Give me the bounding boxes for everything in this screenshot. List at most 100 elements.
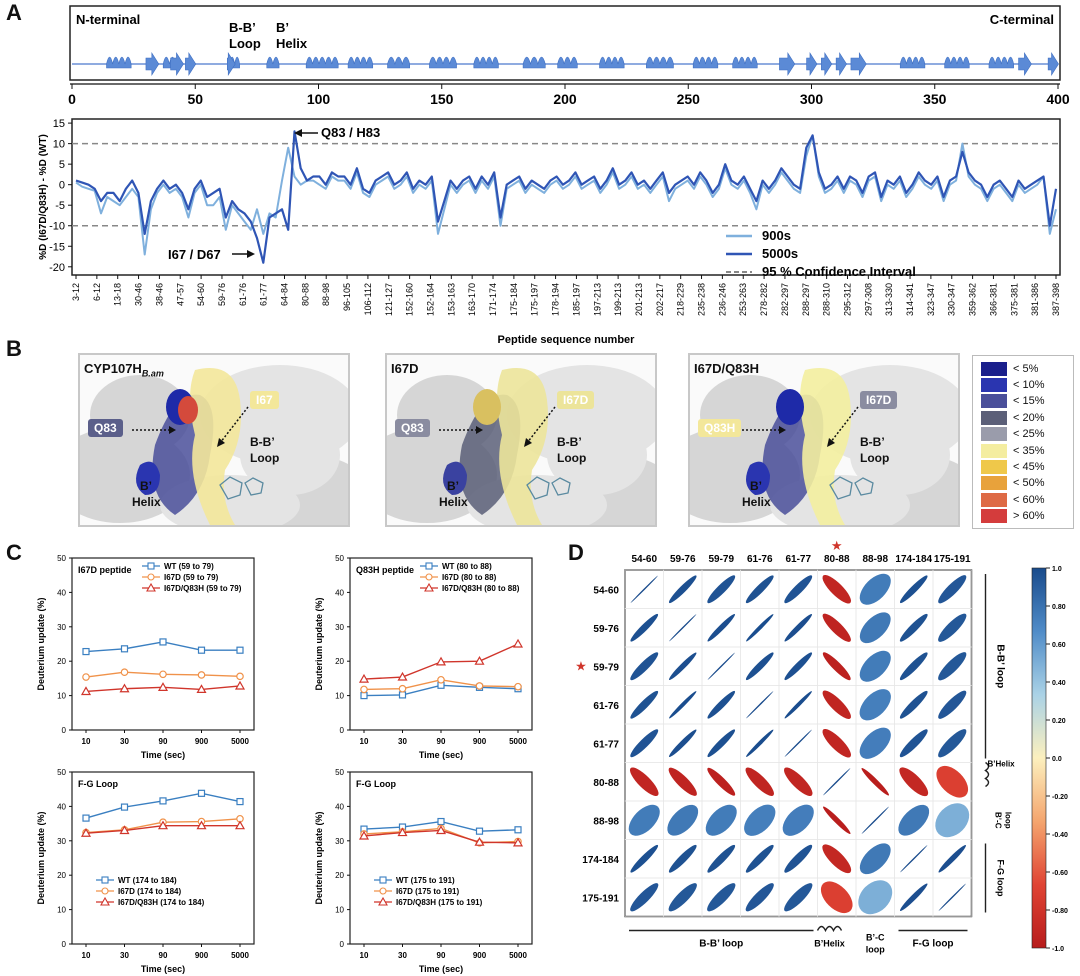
legend-row: < 25%: [981, 427, 1045, 442]
ylabel: Deuterium update (%): [36, 597, 46, 690]
loop-tip-surface: [776, 389, 804, 425]
xtick-label: 900: [195, 951, 209, 960]
helix-11: [599, 56, 625, 69]
point-triangle: [196, 820, 207, 830]
diff-xtick-label: 199-213: [613, 283, 623, 316]
surface-lobe: [547, 415, 647, 495]
diff-xtick-label: 366-381: [988, 283, 998, 316]
corr-ellipse: [629, 767, 659, 797]
n-terminal-label: N-terminal: [76, 12, 140, 27]
bb-loop-label-line2: Loop: [229, 36, 261, 51]
loop-label-1: Loop: [250, 451, 280, 465]
corr-ellipse: [938, 652, 967, 681]
region-bb-loop-right: B-B’ loop: [995, 644, 1006, 688]
chart-c4: 0 10 20 30 40 50 10 30 90 900 5000 Time (sec) Deuter…: [314, 768, 533, 974]
legend-label: < 50%: [1013, 477, 1045, 490]
point-square: [120, 645, 129, 653]
ytick-label: 10: [335, 692, 344, 701]
colorbar-tick-label: -0.20: [1052, 794, 1068, 801]
strand-4: [779, 51, 796, 77]
diff-plot-xlabel: Peptide sequence number: [498, 334, 636, 345]
corr-ellipse: [899, 729, 928, 758]
arrow-2-head: [217, 438, 225, 447]
xtick-label: 900: [473, 951, 487, 960]
series-900s: [75, 134, 1057, 256]
ytick-label: 30: [335, 837, 344, 846]
row-label: 174-184: [582, 855, 619, 866]
structure-title: I67D/Q83H: [694, 361, 759, 379]
ylabel: Deuterium update (%): [314, 811, 324, 904]
star-col-marker: ★: [831, 540, 843, 553]
legend-label: I67D/Q83H (80 to 88): [442, 584, 520, 593]
region-bb-loop-bottom: B-B’ loop: [699, 939, 743, 950]
xtick-label: 30: [398, 737, 407, 746]
strand-2: [185, 51, 197, 77]
corr-ellipse: [630, 844, 659, 873]
diff-ytick-label: -15: [49, 241, 65, 253]
helix-14: [732, 56, 758, 69]
ytick-label: 20: [57, 871, 66, 880]
legend-label: < 15%: [1013, 395, 1045, 408]
xtick-label: 5000: [509, 737, 527, 746]
bhelix-label-line1: B’: [276, 20, 289, 35]
point-square: [236, 797, 244, 806]
legend-label: I67D (175 to 191): [396, 887, 459, 896]
panel-letter-d: D: [568, 540, 584, 565]
diff-xtick-label: 278-282: [759, 283, 769, 316]
i67-arrowhead: [247, 250, 255, 258]
helix-label-1: Helix: [439, 495, 468, 509]
corr-ellipse: [745, 652, 774, 681]
col-label: 61-77: [785, 554, 811, 565]
point-triangle: [119, 683, 130, 693]
diff-xtick-label: 121-127: [384, 283, 394, 316]
row-label: 88-98: [593, 816, 619, 827]
legend-marker: [147, 573, 155, 581]
xlabel: Time (sec): [419, 964, 463, 974]
legend-900s-label: 900s: [762, 228, 791, 243]
corr-ellipse: [745, 767, 774, 796]
corr-ellipse: [822, 652, 851, 681]
corr-ellipse: [667, 804, 699, 836]
legend-marker: [379, 887, 387, 895]
chart-title: Q83H peptide: [356, 565, 414, 575]
corr-ellipse: [669, 652, 697, 680]
legend-row: < 50%: [981, 476, 1045, 491]
col-label: 61-76: [747, 554, 773, 565]
legend-swatch: [981, 509, 1007, 524]
ytick-label: 0: [340, 940, 345, 949]
xtick-label: 30: [398, 951, 407, 960]
strand-10: [1047, 51, 1059, 77]
helix-label-1: Helix: [132, 495, 161, 509]
point-triangle: [119, 825, 130, 835]
loop-tip-surface: [473, 389, 501, 425]
colorbar-tick-label: -1.0: [1052, 946, 1064, 953]
point-triangle: [80, 828, 92, 837]
legend-label: < 45%: [1013, 460, 1045, 473]
structure-title-main: I67D/Q83H: [694, 361, 760, 376]
diff-xtick-label: 381-386: [1030, 283, 1040, 316]
chart-title: F-G Loop: [78, 779, 118, 789]
legend-label: WT (175 to 191): [396, 876, 455, 885]
coil-bhelix-right: [984, 761, 990, 788]
col-label: 174-184: [895, 554, 932, 565]
point-triangle: [474, 655, 485, 665]
helix-13: [692, 56, 719, 69]
corr-ellipse: [935, 803, 970, 838]
corr-ellipse: [822, 728, 852, 758]
ytick-label: 30: [57, 623, 66, 632]
structure-title: CYP107HB.am: [84, 361, 164, 379]
corr-ellipse: [745, 883, 774, 912]
corr-ellipse: [859, 612, 891, 644]
strand-5: [806, 51, 818, 77]
legend-label: I67D/Q83H (175 to 191): [396, 898, 483, 907]
colorbar-tick-label: 0.20: [1052, 718, 1066, 725]
corr-ellipse: [859, 650, 891, 682]
arrow-2: [829, 406, 859, 444]
corr-ellipse: [859, 689, 891, 721]
diff-xtick-label: 38-46: [154, 283, 164, 306]
diff-xtick-label: 359-362: [968, 283, 978, 316]
bhelix-surface: [136, 461, 160, 495]
i67-annotation: I67 / D67: [168, 247, 221, 262]
xtick-label: 5000: [509, 951, 527, 960]
corr-ellipse: [630, 729, 659, 758]
